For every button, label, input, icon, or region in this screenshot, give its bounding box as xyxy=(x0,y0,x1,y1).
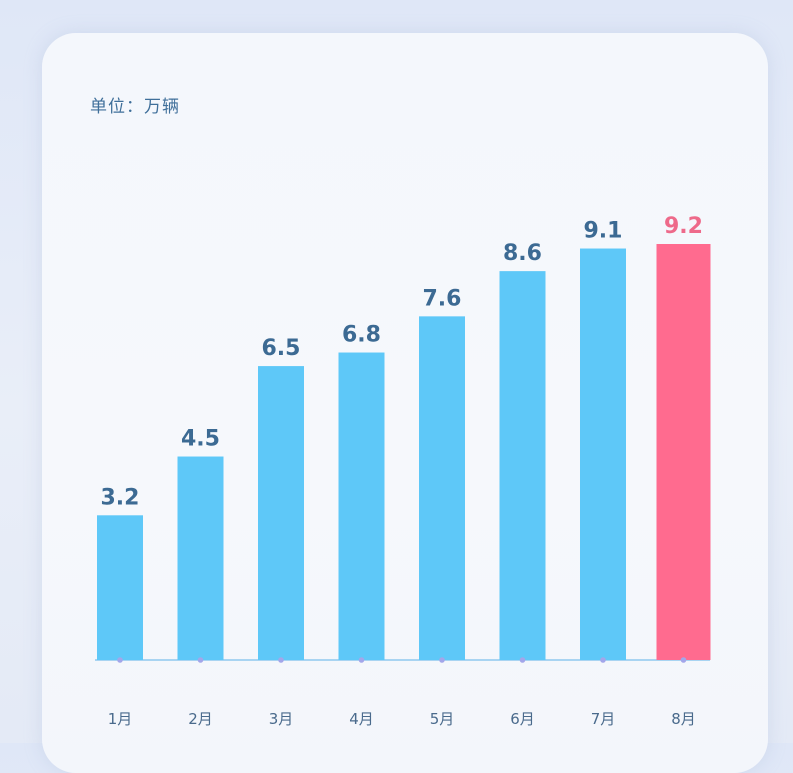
bar-6 xyxy=(499,271,546,660)
axis-dot-5 xyxy=(439,657,445,663)
value-label-7: 9.1 xyxy=(584,219,623,244)
value-label-4: 6.8 xyxy=(342,323,381,348)
value-label-3: 6.5 xyxy=(262,336,301,361)
bar-1 xyxy=(97,515,143,660)
x-tick-label-1: 1月 xyxy=(108,710,133,728)
x-tick-label-8: 8月 xyxy=(671,710,696,728)
axis-dot-8 xyxy=(680,657,687,663)
chart-card xyxy=(42,33,768,773)
axis-dot-2 xyxy=(197,657,204,663)
unit-label: 单位：万辆 xyxy=(90,97,180,117)
value-label-8: 9.2 xyxy=(664,214,703,239)
bar-8 xyxy=(656,244,711,660)
axis-dot-7 xyxy=(600,657,606,663)
bar-3 xyxy=(258,366,304,660)
x-tick-label-3: 3月 xyxy=(269,710,294,728)
bar-5 xyxy=(419,316,465,660)
x-tick-label-2: 2月 xyxy=(188,710,213,728)
x-tick-label-4: 4月 xyxy=(349,710,374,728)
value-label-6: 8.6 xyxy=(503,241,542,266)
x-tick-label-7: 7月 xyxy=(591,710,616,728)
axis-dot-3 xyxy=(278,657,284,663)
value-label-1: 3.2 xyxy=(101,485,140,510)
axis-dot-6 xyxy=(519,657,526,663)
value-label-2: 4.5 xyxy=(181,427,220,452)
bar-4 xyxy=(338,352,385,660)
axis-dot-4 xyxy=(358,657,365,663)
bar-chart: 3.2 1月 4.5 2月 6.5 3月 6.8 4月 7.6 5月 8.6 6月 9.1 7月 9.2 8月 xyxy=(95,214,711,728)
value-label-5: 7.6 xyxy=(423,286,462,311)
x-tick-label-5: 5月 xyxy=(430,710,455,728)
axis-dot-1 xyxy=(117,657,123,663)
x-tick-label-6: 6月 xyxy=(510,710,535,728)
bar-2 xyxy=(177,456,224,660)
bar-7 xyxy=(580,248,626,661)
